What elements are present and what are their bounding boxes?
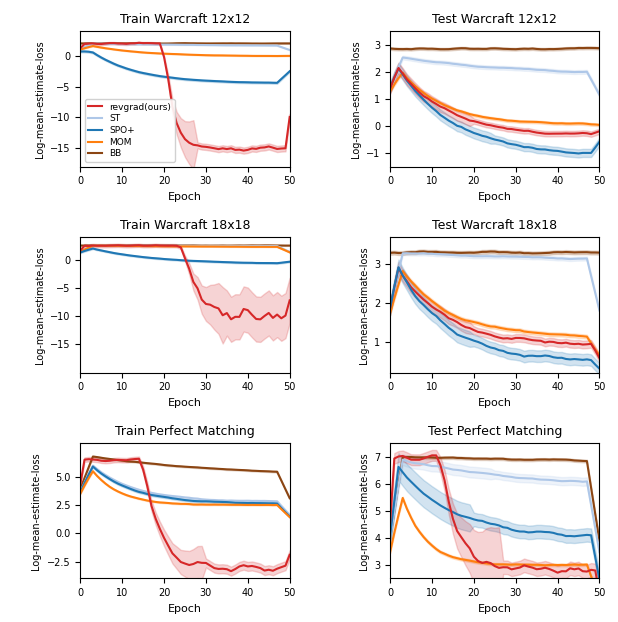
BB <box>140 40 147 47</box>
SPO+ <box>232 78 239 86</box>
SPO+ <box>127 66 134 73</box>
revgrad(ours) <box>148 39 155 47</box>
BB <box>123 40 130 47</box>
X-axis label: Epoch: Epoch <box>168 192 202 202</box>
SPO+ <box>273 79 281 86</box>
Title: Test Warcraft 12x12: Test Warcraft 12x12 <box>433 13 557 26</box>
MOM <box>143 49 151 57</box>
ST <box>282 45 289 52</box>
Y-axis label: Log-mean-estimate-loss: Log-mean-estimate-loss <box>32 452 41 570</box>
SPO+ <box>77 48 84 55</box>
Title: Train Perfect Matching: Train Perfect Matching <box>115 425 255 438</box>
X-axis label: Epoch: Epoch <box>478 192 512 202</box>
revgrad(ours) <box>240 147 247 154</box>
SPO+ <box>282 72 289 79</box>
X-axis label: Epoch: Epoch <box>478 604 512 614</box>
Y-axis label: Log-mean-estimate-loss: Log-mean-estimate-loss <box>35 40 44 157</box>
Y-axis label: Log-mean-estimate-loss: Log-mean-estimate-loss <box>358 452 368 570</box>
BB <box>235 40 243 47</box>
Y-axis label: Log-mean-estimate-loss: Log-mean-estimate-loss <box>350 40 361 157</box>
Line: SPO+: SPO+ <box>80 52 290 83</box>
BB <box>77 40 84 47</box>
Line: revgrad(ours): revgrad(ours) <box>80 43 290 151</box>
Title: Train Warcraft 12x12: Train Warcraft 12x12 <box>120 13 250 26</box>
Legend: revgrad(ours), ST, SPO+, MOM, BB: revgrad(ours), ST, SPO+, MOM, BB <box>85 99 175 162</box>
MOM <box>148 49 155 57</box>
ST <box>219 42 226 49</box>
Y-axis label: Log-mean-estimate-loss: Log-mean-estimate-loss <box>35 246 44 364</box>
revgrad(ours) <box>135 39 143 47</box>
SPO+ <box>219 78 226 85</box>
ST <box>286 46 294 53</box>
SPO+ <box>148 71 155 78</box>
MOM <box>89 42 96 50</box>
X-axis label: Epoch: Epoch <box>168 604 202 614</box>
Y-axis label: Log-mean-estimate-loss: Log-mean-estimate-loss <box>358 246 368 364</box>
MOM <box>286 52 294 60</box>
X-axis label: Epoch: Epoch <box>478 398 512 408</box>
BB <box>282 40 289 47</box>
SPO+ <box>286 68 294 75</box>
ST <box>232 42 239 49</box>
Title: Train Warcraft 18x18: Train Warcraft 18x18 <box>120 219 250 232</box>
MOM <box>127 48 134 55</box>
revgrad(ours) <box>143 39 151 47</box>
revgrad(ours) <box>77 44 84 52</box>
Line: MOM: MOM <box>80 46 290 56</box>
Title: Test Warcraft 18x18: Test Warcraft 18x18 <box>432 219 557 232</box>
BB <box>143 40 151 47</box>
revgrad(ours) <box>286 113 294 121</box>
ST <box>89 40 96 47</box>
BB <box>286 40 294 47</box>
SPO+ <box>143 70 151 78</box>
revgrad(ours) <box>219 144 226 152</box>
revgrad(ours) <box>123 40 130 47</box>
SPO+ <box>81 48 88 55</box>
ST <box>77 45 84 52</box>
MOM <box>282 52 289 60</box>
MOM <box>232 52 239 59</box>
Line: ST: ST <box>80 44 290 50</box>
MOM <box>77 46 84 53</box>
revgrad(ours) <box>282 144 289 152</box>
ST <box>127 40 134 48</box>
MOM <box>219 52 226 59</box>
BB <box>181 39 188 47</box>
X-axis label: Epoch: Epoch <box>168 398 202 408</box>
revgrad(ours) <box>232 146 239 154</box>
ST <box>143 40 151 48</box>
ST <box>148 41 155 49</box>
Title: Test Perfect Matching: Test Perfect Matching <box>428 425 562 438</box>
BB <box>156 40 164 47</box>
MOM <box>273 52 281 60</box>
BB <box>223 40 231 47</box>
